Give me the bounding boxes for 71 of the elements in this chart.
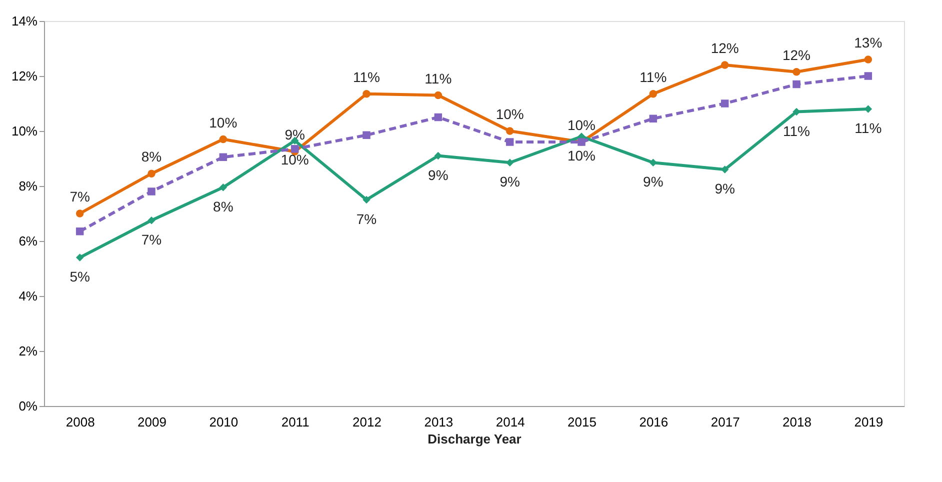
x-tick-label: 2018 <box>782 414 812 430</box>
data-label: 11% <box>854 120 882 136</box>
point <box>720 61 729 69</box>
x-tick-label: 2009 <box>138 414 166 430</box>
y-tick-label: 8% <box>18 178 38 194</box>
point <box>148 170 156 178</box>
point <box>290 145 299 153</box>
y-tick-label: 4% <box>18 288 38 304</box>
point <box>362 196 370 204</box>
point <box>792 80 800 88</box>
x-tick-label: 2010 <box>209 414 238 430</box>
point <box>649 114 658 122</box>
point <box>219 153 228 161</box>
x-tick-label: 2014 <box>496 414 525 430</box>
x-tick-label: 2013 <box>424 414 454 430</box>
point <box>720 100 729 108</box>
y-tick-label: 12% <box>11 68 38 84</box>
data-label: 10% <box>496 106 524 122</box>
point <box>148 216 156 224</box>
point <box>219 184 228 192</box>
data-label: 12% <box>710 40 739 56</box>
point <box>76 254 84 262</box>
data-label: 8% <box>141 148 162 165</box>
x-axis-title: Discharge Year <box>428 432 522 446</box>
data-label: 9% <box>500 174 520 190</box>
point <box>792 68 800 76</box>
data-label: 7% <box>70 188 90 204</box>
point <box>76 228 84 236</box>
x-tick-label: 2016 <box>639 414 668 430</box>
data-label: 9% <box>714 180 735 196</box>
data-label: 10% <box>567 148 596 164</box>
point <box>506 138 514 146</box>
data-label: 11% <box>353 68 380 85</box>
y-tick-label: 0% <box>18 398 38 414</box>
data-label: 5% <box>70 268 90 284</box>
data-label: 10% <box>280 152 309 168</box>
y-tick-label: 2% <box>18 344 38 358</box>
point <box>506 158 514 166</box>
point <box>362 131 370 139</box>
x-tick-label: 2012 <box>352 414 382 430</box>
point <box>362 90 370 98</box>
data-label: 9% <box>643 174 664 190</box>
x-tick-label: 2015 <box>568 414 596 430</box>
data-label: 12% <box>782 46 811 63</box>
data-label: 11% <box>424 70 452 86</box>
y-tick-label: 6% <box>18 234 38 248</box>
point <box>76 210 84 218</box>
x-tick-label: 2011 <box>281 414 310 430</box>
data-label: 11% <box>640 68 667 85</box>
point <box>864 72 872 80</box>
data-label: 9% <box>428 166 448 183</box>
point <box>506 127 514 135</box>
data-label: 10% <box>567 117 596 133</box>
data-label: 10% <box>209 114 238 130</box>
y-tick-label: 14% <box>11 14 38 28</box>
x-tick-label: 2019 <box>854 414 884 430</box>
point <box>219 135 228 144</box>
point <box>864 56 872 64</box>
x-tick-label: 2008 <box>66 414 95 430</box>
data-label: 7% <box>141 231 162 248</box>
y-tick-label: 10% <box>11 124 38 138</box>
point <box>434 113 442 122</box>
data-label: 9% <box>284 126 305 143</box>
data-label: 7% <box>356 210 377 227</box>
data-label: 8% <box>213 198 234 214</box>
data-label: 11% <box>783 122 810 139</box>
data-label: 13% <box>854 34 882 50</box>
x-tick-label: 2017 <box>710 414 740 430</box>
point <box>649 90 658 98</box>
point <box>148 188 156 196</box>
point <box>434 91 442 100</box>
